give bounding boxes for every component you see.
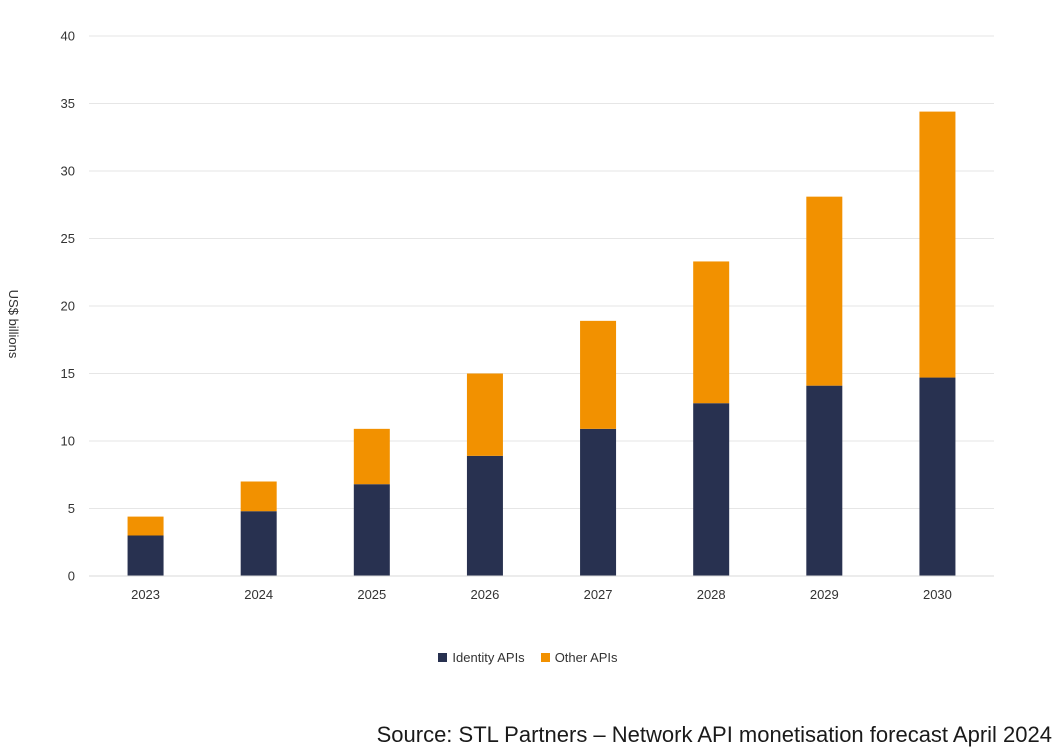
y-tick-label: 40	[61, 29, 75, 44]
y-axis-ticks: 0 5 10 15 20 25 30 35 40	[61, 29, 75, 584]
x-tick-label: 2029	[810, 587, 839, 602]
bar-other-apis-2028[interactable]	[693, 261, 730, 404]
x-tick-label: 2030	[923, 587, 952, 602]
bar-other-apis-2023[interactable]	[127, 516, 164, 536]
y-tick-label: 10	[61, 434, 75, 449]
y-tick-label: 35	[61, 96, 75, 111]
bar-identity-apis-2027[interactable]	[580, 428, 617, 576]
x-tick-label: 2026	[470, 587, 499, 602]
source-caption: Source: STL Partners – Network API monet…	[376, 722, 1052, 747]
x-tick-label: 2023	[131, 587, 160, 602]
y-tick-label: 20	[61, 299, 75, 314]
y-axis-title: US$ billions	[6, 290, 21, 359]
y-tick-label: 15	[61, 366, 75, 381]
gridlines	[89, 35, 994, 509]
x-tick-label: 2025	[357, 587, 386, 602]
legend-swatch-identity-apis	[438, 653, 448, 662]
bars	[127, 111, 956, 577]
legend: Identity APIs Other APIs	[0, 650, 1056, 665]
x-tick-label: 2027	[584, 587, 613, 602]
bar-other-apis-2026[interactable]	[466, 373, 503, 456]
x-tick-label: 2024	[244, 587, 273, 602]
bar-identity-apis-2024[interactable]	[240, 511, 277, 576]
bar-other-apis-2024[interactable]	[240, 481, 277, 512]
bar-identity-apis-2023[interactable]	[127, 535, 164, 577]
y-tick-label: 0	[68, 569, 75, 584]
legend-label-other-apis: Other APIs	[554, 650, 618, 665]
legend-item-other-apis[interactable]: Other APIs	[540, 650, 618, 665]
legend-swatch-other-apis	[540, 653, 550, 662]
bar-identity-apis-2026[interactable]	[466, 455, 503, 576]
bar-other-apis-2029[interactable]	[806, 196, 843, 386]
bar-other-apis-2025[interactable]	[353, 428, 390, 485]
bar-identity-apis-2029[interactable]	[806, 385, 843, 576]
bar-identity-apis-2025[interactable]	[353, 484, 390, 576]
x-axis-ticks: 2023 2024 2025 2026 2027 2028 2029 2030	[131, 587, 952, 602]
y-tick-label: 30	[61, 164, 75, 179]
bar-other-apis-2030[interactable]	[919, 111, 956, 378]
bar-other-apis-2027[interactable]	[580, 320, 617, 429]
y-tick-label: 25	[61, 231, 75, 246]
y-tick-label: 5	[68, 501, 75, 516]
legend-item-identity-apis[interactable]: Identity APIs	[438, 650, 525, 665]
legend-label-identity-apis: Identity APIs	[452, 650, 525, 665]
bar-identity-apis-2030[interactable]	[919, 377, 956, 576]
bar-identity-apis-2028[interactable]	[693, 403, 730, 576]
x-tick-label: 2028	[697, 587, 726, 602]
